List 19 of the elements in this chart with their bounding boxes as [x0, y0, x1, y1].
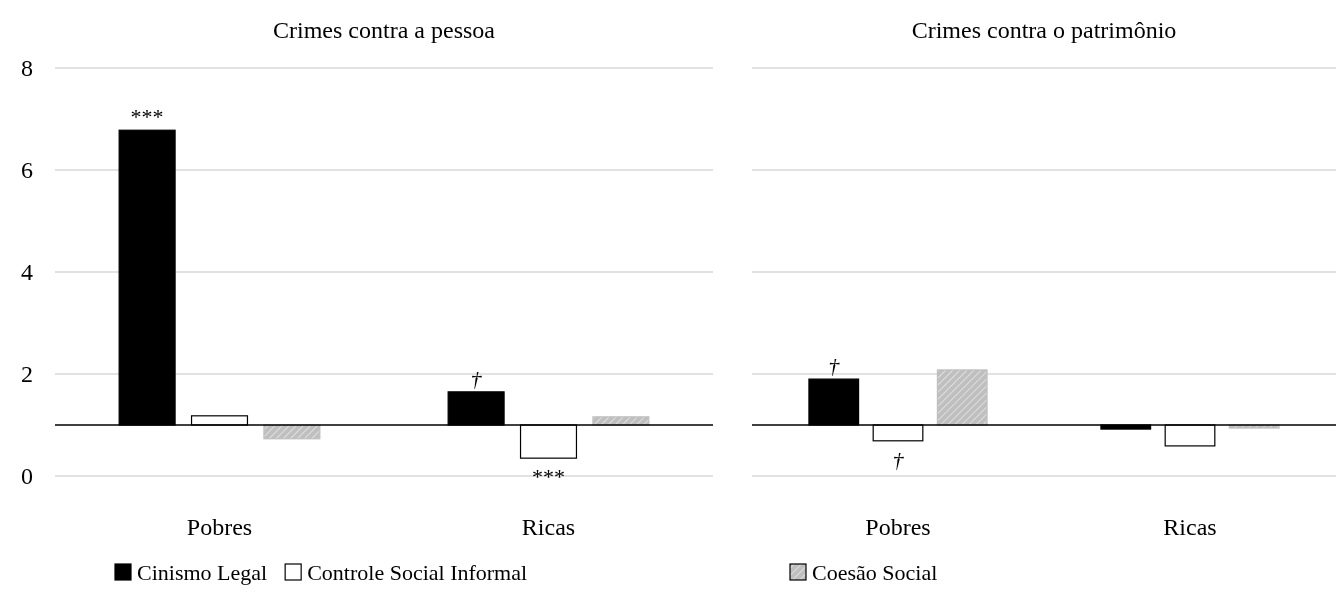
y-tick-label: 6 — [21, 157, 33, 184]
x-tick-label: Pobres — [865, 514, 931, 540]
data-label: † — [828, 353, 841, 379]
data-label: *** — [130, 104, 164, 130]
y-tick-label: 4 — [21, 259, 33, 286]
y-tick-label: 0 — [21, 463, 33, 490]
data-label: † — [892, 446, 905, 472]
x-tick-label: Pobres — [186, 514, 253, 540]
legend-label: Coesão Social — [812, 560, 938, 585]
legend-label: Cinismo Legal — [137, 560, 268, 585]
legend-label: Controle Social Informal — [307, 560, 528, 585]
x-tick-label: Ricas — [1163, 514, 1217, 540]
x-tick-label: Ricas — [521, 514, 576, 540]
y-tick-label: 8 — [21, 55, 33, 82]
y-tick-label: 2 — [21, 361, 33, 388]
chart-title: Crimes contra o patrimônio — [911, 17, 1177, 43]
chart-title: Crimes contra a pessoa — [273, 17, 496, 43]
data-label: † — [470, 365, 483, 391]
data-label: *** — [532, 464, 565, 490]
